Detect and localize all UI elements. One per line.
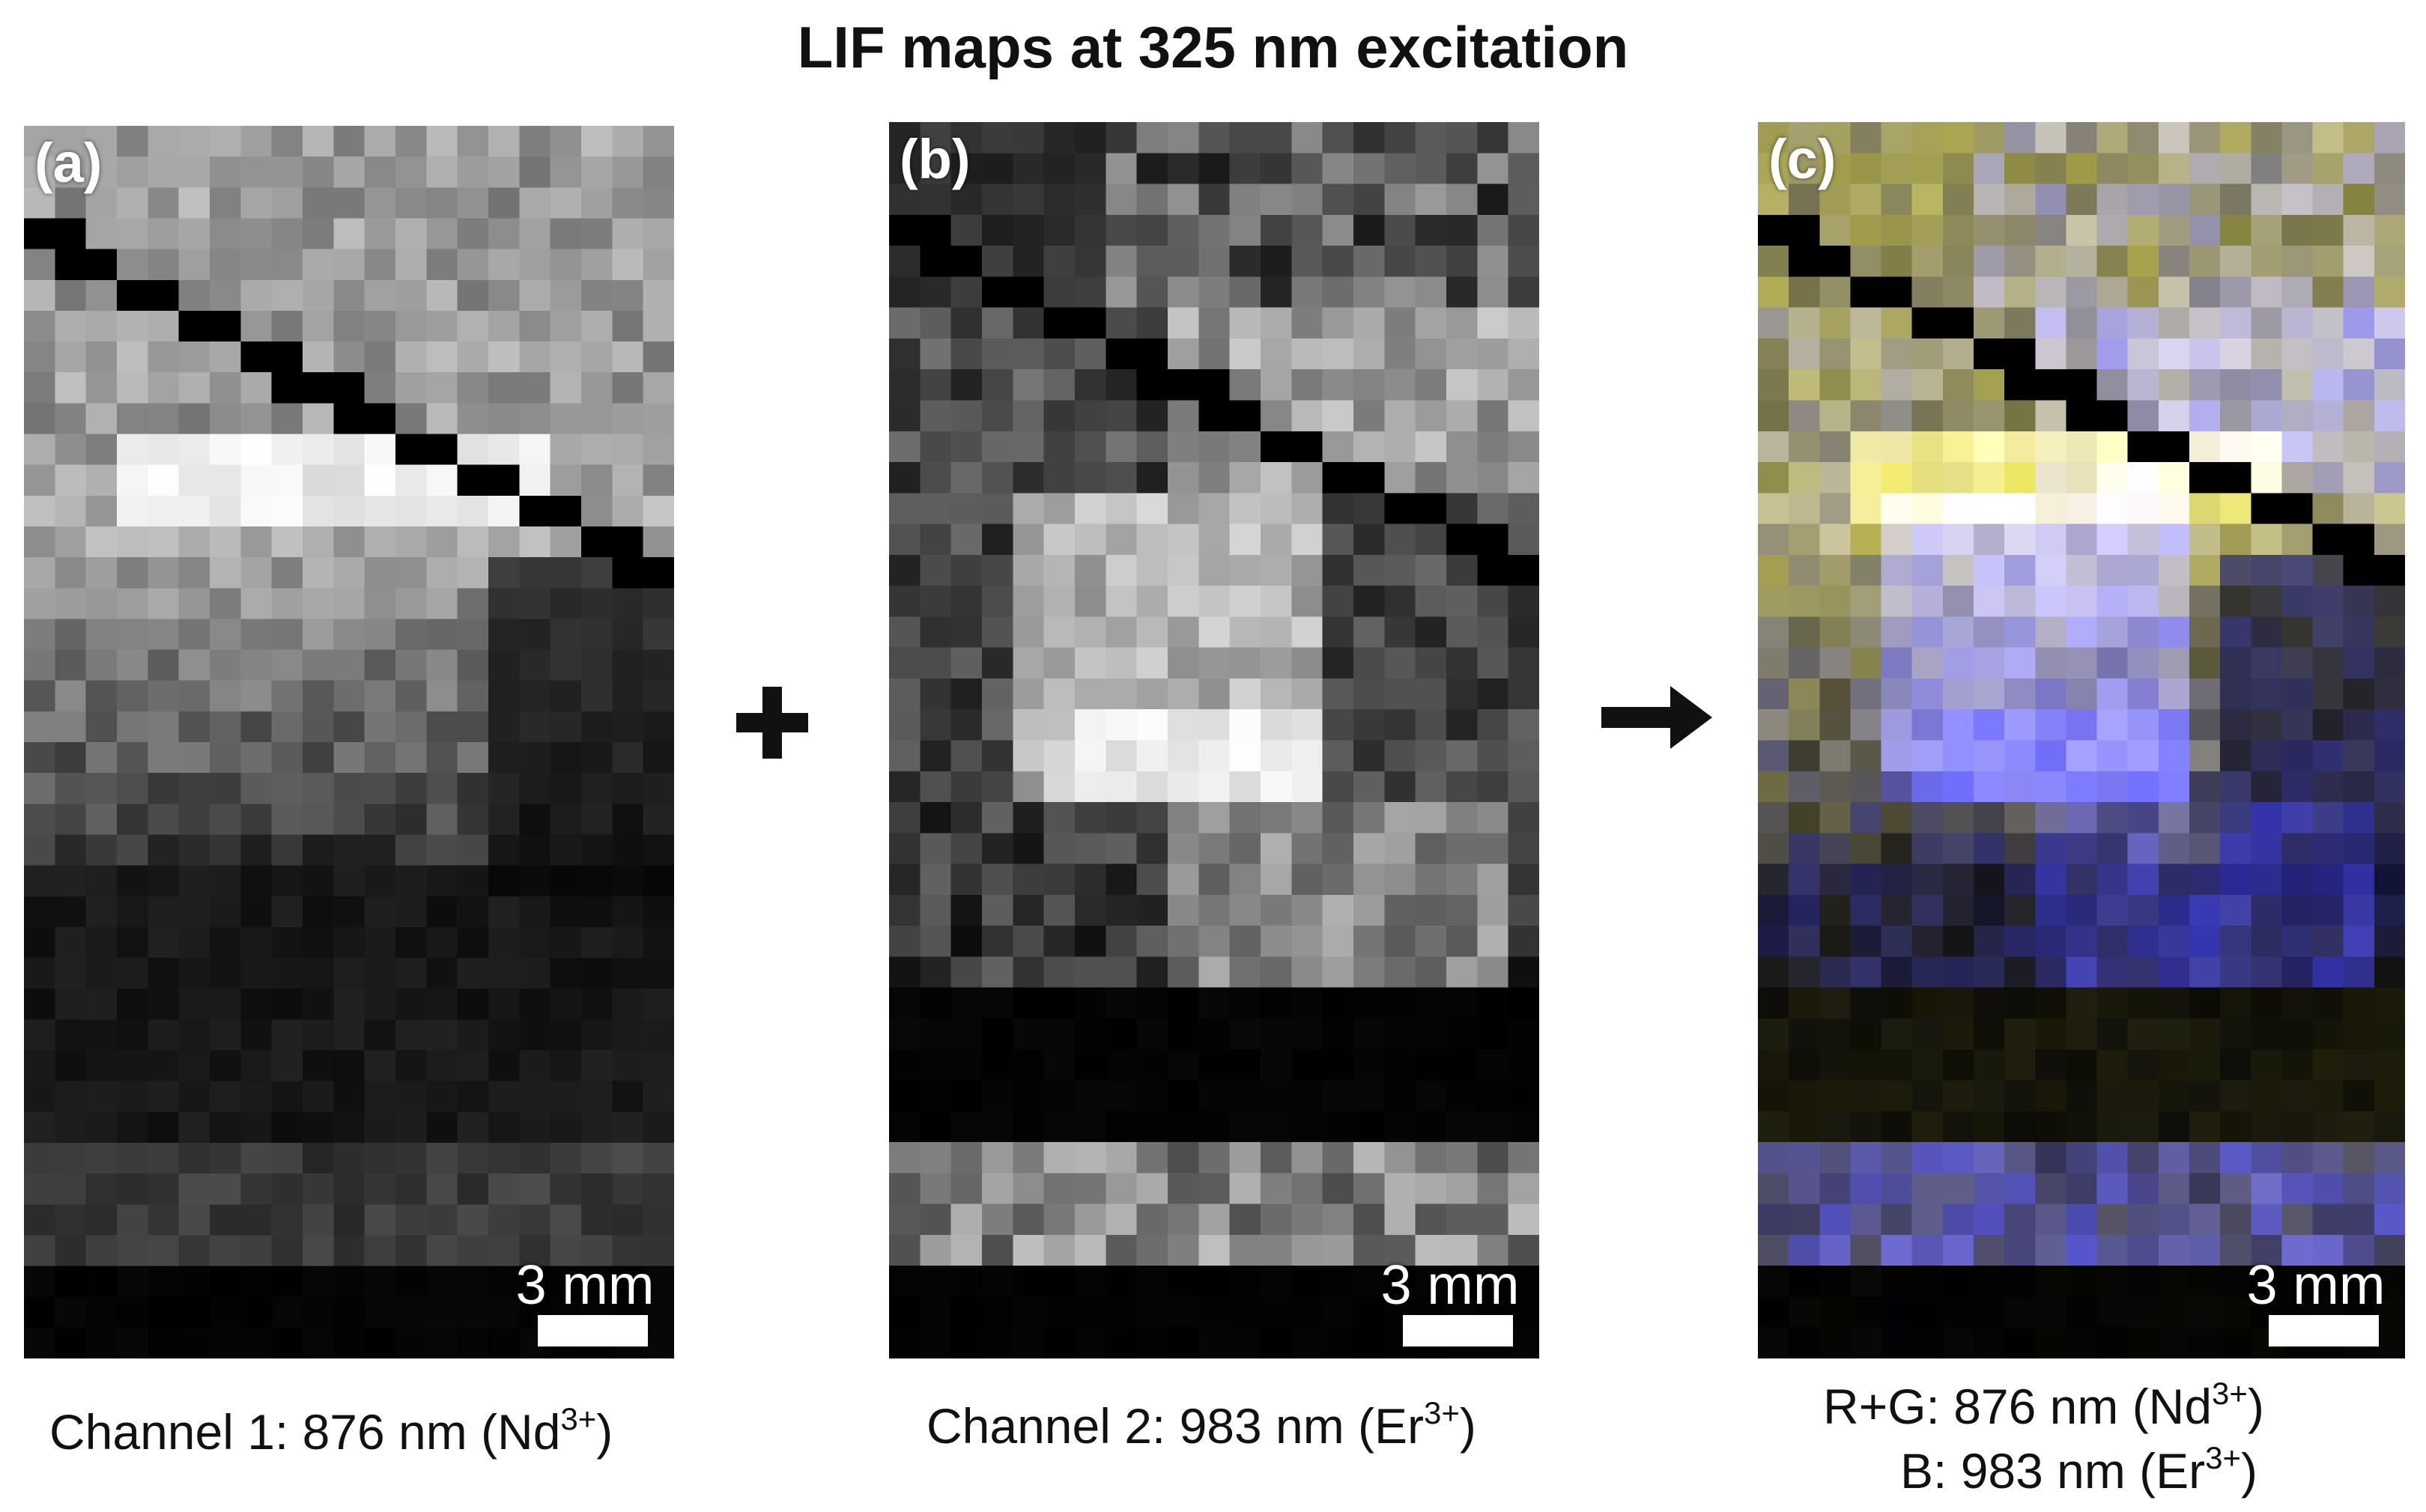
caption-channel-2: Channel 2: 983 nm (Er3+) <box>927 1395 1476 1454</box>
panel-b-label: (b) <box>900 128 971 190</box>
er-intensity-map <box>889 122 1539 1358</box>
caption-channel-1: Channel 1: 876 nm (Nd3+) <box>49 1401 613 1460</box>
panel-b-er-map: (b) 3 mm <box>889 122 1539 1358</box>
panel-b-scale-label: 3 mm <box>1380 1254 1520 1316</box>
figure-title: LIF maps at 325 nm excitation <box>797 14 1629 80</box>
panel-c-scale-label: 3 mm <box>2246 1254 2386 1316</box>
panel-b-scale-bar <box>1403 1315 1513 1346</box>
caption-composite-rg: R+G: 876 nm (Nd3+) <box>1823 1376 2264 1435</box>
panel-c-composite-map: (c) 3 mm <box>1758 122 2405 1358</box>
panel-a-nd-map: (a) 3 mm <box>24 126 674 1358</box>
composite-rgb-map <box>1758 122 2405 1358</box>
arrow-right-icon <box>1601 686 1712 749</box>
panel-a-scale-bar <box>538 1315 648 1346</box>
panel-a-label: (a) <box>34 132 103 194</box>
panel-c-scale-bar <box>2269 1315 2379 1346</box>
panel-a-scale-label: 3 mm <box>515 1254 655 1316</box>
plus-icon <box>736 687 808 759</box>
panel-c-label: (c) <box>1768 128 1837 190</box>
caption-composite-b: B: 983 nm (Er3+) <box>1900 1440 2258 1499</box>
nd-intensity-map <box>24 126 674 1358</box>
